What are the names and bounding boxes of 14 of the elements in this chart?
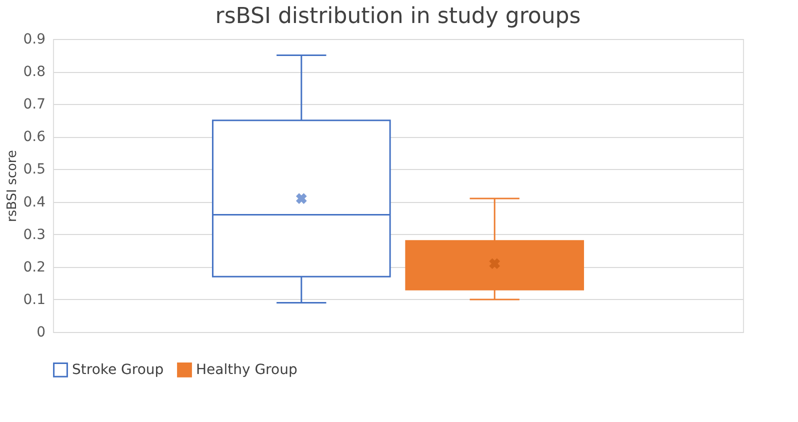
y-tick-label: 0.5 [23,162,46,178]
y-tick-label: 0.2 [23,259,46,276]
legend-label: Stroke Group [72,362,164,378]
y-tick-label: 0.6 [23,129,46,146]
y-tick-label: 0.4 [23,194,46,210]
y-tick-label: 0.8 [23,64,46,80]
y-axis-title: rsBSI score [5,150,20,222]
y-tick-label: 0.1 [23,292,46,308]
y-tick-label: 0.9 [23,32,46,48]
chart-title: rsBSI distribution in study groups [215,4,581,29]
legend-label: Healthy Group [196,362,298,378]
y-tick-label: 0.7 [23,96,46,113]
y-tick-label: 0.3 [23,226,46,243]
y-tick-label: 0 [36,324,46,340]
